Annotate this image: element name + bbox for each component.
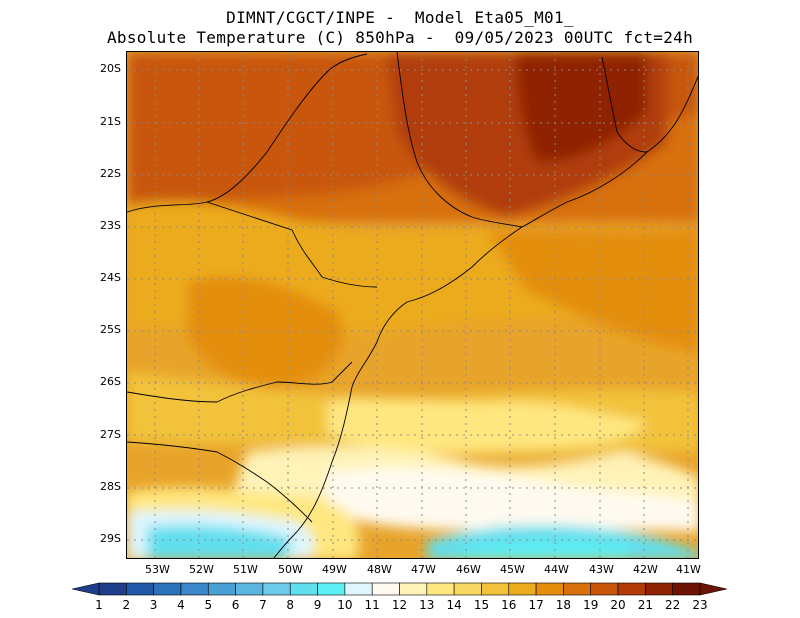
- temperature-map: [126, 51, 699, 559]
- colorbar-tick-label: 20: [610, 598, 626, 612]
- lon-label-45w: 45W: [500, 563, 525, 576]
- colorbar-tick-label: 9: [313, 598, 322, 612]
- colorbar-swatch: [617, 582, 646, 596]
- colorbar-tick-label: 12: [391, 598, 408, 612]
- lat-label-20s: 20S: [100, 62, 121, 75]
- lon-label-41w: 41W: [676, 563, 701, 576]
- colorbar-tick-label: 16: [501, 598, 517, 612]
- colorbar-tick-label: 1: [95, 598, 103, 612]
- lat-label-27s: 27S: [100, 428, 121, 441]
- colorbar-tick-label: 21: [637, 598, 653, 612]
- colorbar-swatch: [344, 582, 373, 596]
- colorbar-swatch: [235, 582, 264, 596]
- colorbar-swatch: [317, 582, 346, 596]
- colorbar-tick-label: 10: [337, 598, 353, 612]
- lon-label-51w: 51W: [233, 563, 258, 576]
- colorbar-tick-label: 22: [665, 598, 681, 612]
- lat-label-26s: 26S: [100, 375, 121, 388]
- colorbar-tick-label: 7: [259, 598, 267, 612]
- lon-label-42w: 42W: [633, 563, 658, 576]
- colorbar-swatch: [645, 582, 673, 596]
- lon-label-48w: 48W: [367, 563, 392, 576]
- colorbar-tick-label: 4: [177, 598, 185, 612]
- colorbar-swatch: [153, 582, 182, 596]
- colorbar-tick-label: 5: [204, 598, 213, 612]
- colorbar-tick-label: 11: [364, 598, 380, 612]
- colorbar-swatch: [289, 582, 318, 596]
- lat-label-28s: 28S: [100, 480, 121, 493]
- lon-label-44w: 44W: [544, 563, 569, 576]
- colorbar-arrow-low: [71, 582, 100, 596]
- colorbar-swatch: [590, 582, 619, 596]
- lon-label-53w: 53W: [145, 563, 170, 576]
- title-line-1: DIMNT/CGCT/INPE - Model Eta05_M01_: [226, 8, 574, 27]
- lon-label-46w: 46W: [456, 563, 481, 576]
- coastline-borders: [127, 52, 698, 558]
- colorbar-swatch: [399, 582, 428, 596]
- lat-label-29s: 29S: [100, 532, 121, 545]
- colorbar-swatch: [126, 582, 154, 596]
- lat-label-23s: 23S: [100, 219, 121, 232]
- colorbar-tick-label: 23: [692, 598, 708, 612]
- colorbar-swatch: [453, 582, 482, 596]
- colorbar: [71, 582, 728, 596]
- colorbar-swatch: [535, 582, 564, 596]
- colorbar-swatch: [563, 582, 592, 596]
- lat-label-25s: 25S: [100, 323, 121, 336]
- colorbar-swatch: [481, 582, 510, 596]
- colorbar-tick-label: 19: [583, 598, 599, 612]
- colorbar-tick-label: 8: [286, 598, 295, 612]
- colorbar-tick-label: 14: [446, 598, 462, 612]
- colorbar-tick-label: 18: [555, 598, 572, 612]
- map-gridlines: [127, 52, 698, 558]
- colorbar-swatch: [508, 582, 537, 596]
- lon-label-49w: 49W: [322, 563, 347, 576]
- colorbar-tick-label: 15: [473, 598, 490, 612]
- title-line-2: Absolute Temperature (C) 850hPa - 09/05/…: [106, 28, 694, 47]
- colorbar-swatch: [207, 582, 236, 596]
- colorbar-tick-label: 13: [419, 598, 435, 612]
- lon-label-50w: 50W: [278, 563, 303, 576]
- colorbar-swatch: [180, 582, 209, 596]
- lon-label-47w: 47W: [411, 563, 436, 576]
- lon-label-52w: 52W: [189, 563, 214, 576]
- colorbar-swatch: [262, 582, 291, 596]
- colorbar-tick-label: 6: [231, 598, 240, 612]
- colorbar-swatch: [98, 582, 127, 596]
- colorbar-arrow-high: [699, 582, 728, 596]
- lat-label-21s: 21S: [100, 115, 121, 128]
- colorbar-tick-label: 2: [122, 598, 131, 612]
- temperature-field: [127, 52, 698, 558]
- colorbar-tick-label: 17: [528, 598, 544, 612]
- lat-label-24s: 24S: [100, 271, 121, 284]
- colorbar-swatch: [371, 582, 400, 596]
- lon-label-43w: 43W: [589, 563, 614, 576]
- colorbar-swatch: [426, 582, 455, 596]
- lat-label-22s: 22S: [100, 167, 121, 180]
- colorbar-swatch: [672, 582, 701, 596]
- colorbar-tick-label: 3: [149, 598, 158, 612]
